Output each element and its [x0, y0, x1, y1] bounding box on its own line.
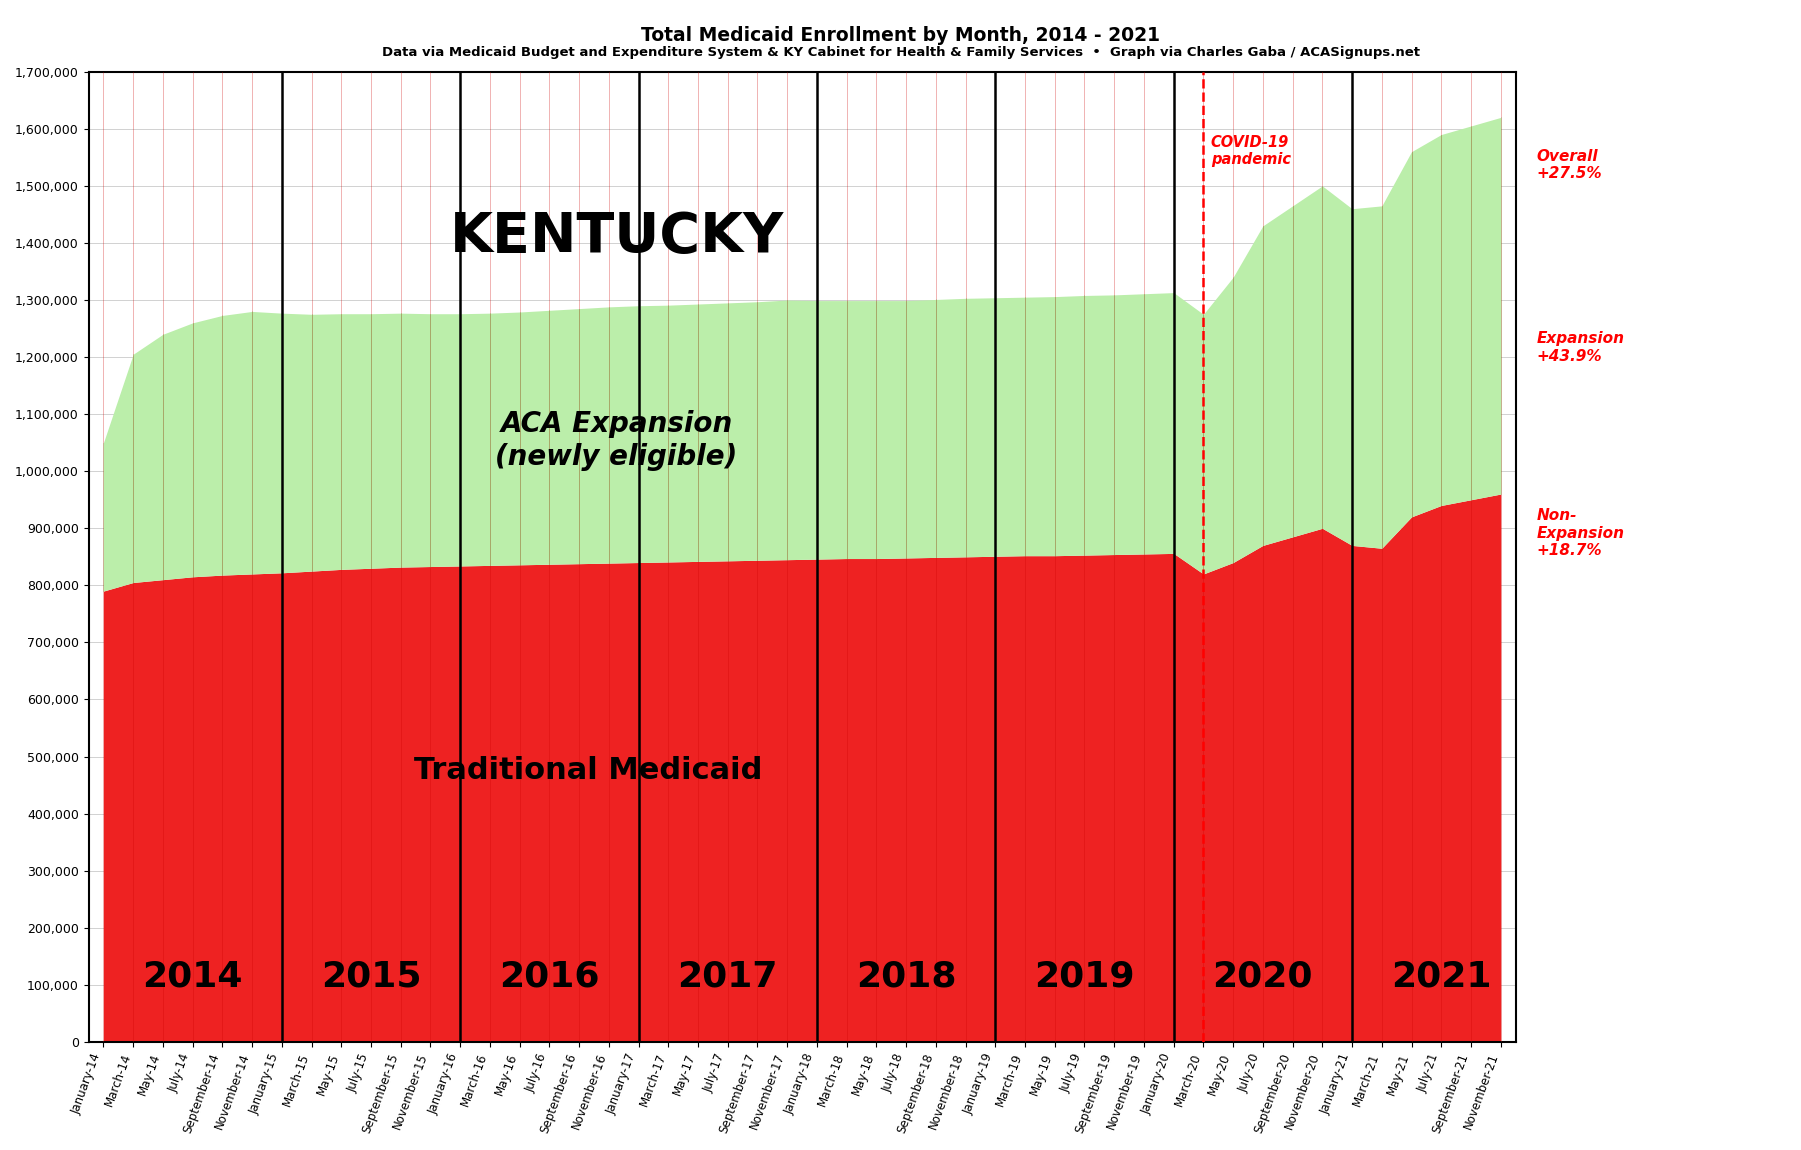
Text: 2019: 2019	[1034, 959, 1135, 994]
Text: 2017: 2017	[677, 959, 778, 994]
Text: 2014: 2014	[142, 959, 243, 994]
Text: 2020: 2020	[1212, 959, 1313, 994]
Text: KENTUCKY: KENTUCKY	[450, 209, 783, 263]
Text: Overall
+27.5%: Overall +27.5%	[1536, 148, 1603, 182]
Text: 2021: 2021	[1390, 959, 1491, 994]
Text: Non-
Expansion
+18.7%: Non- Expansion +18.7%	[1536, 508, 1625, 558]
Text: COVID-19
pandemic: COVID-19 pandemic	[1210, 135, 1291, 167]
Text: 2018: 2018	[855, 959, 956, 994]
Text: Expansion
+43.9%: Expansion +43.9%	[1536, 331, 1625, 363]
Text: Data via Medicaid Budget and Expenditure System & KY Cabinet for Health & Family: Data via Medicaid Budget and Expenditure…	[382, 46, 1419, 59]
Text: ACA Expansion
(newly eligible): ACA Expansion (newly eligible)	[495, 411, 738, 470]
Text: Total Medicaid Enrollment by Month, 2014 - 2021: Total Medicaid Enrollment by Month, 2014…	[641, 26, 1160, 46]
Text: 2016: 2016	[499, 959, 600, 994]
Text: 2015: 2015	[321, 959, 421, 994]
Text: Traditional Medicaid: Traditional Medicaid	[414, 756, 762, 784]
